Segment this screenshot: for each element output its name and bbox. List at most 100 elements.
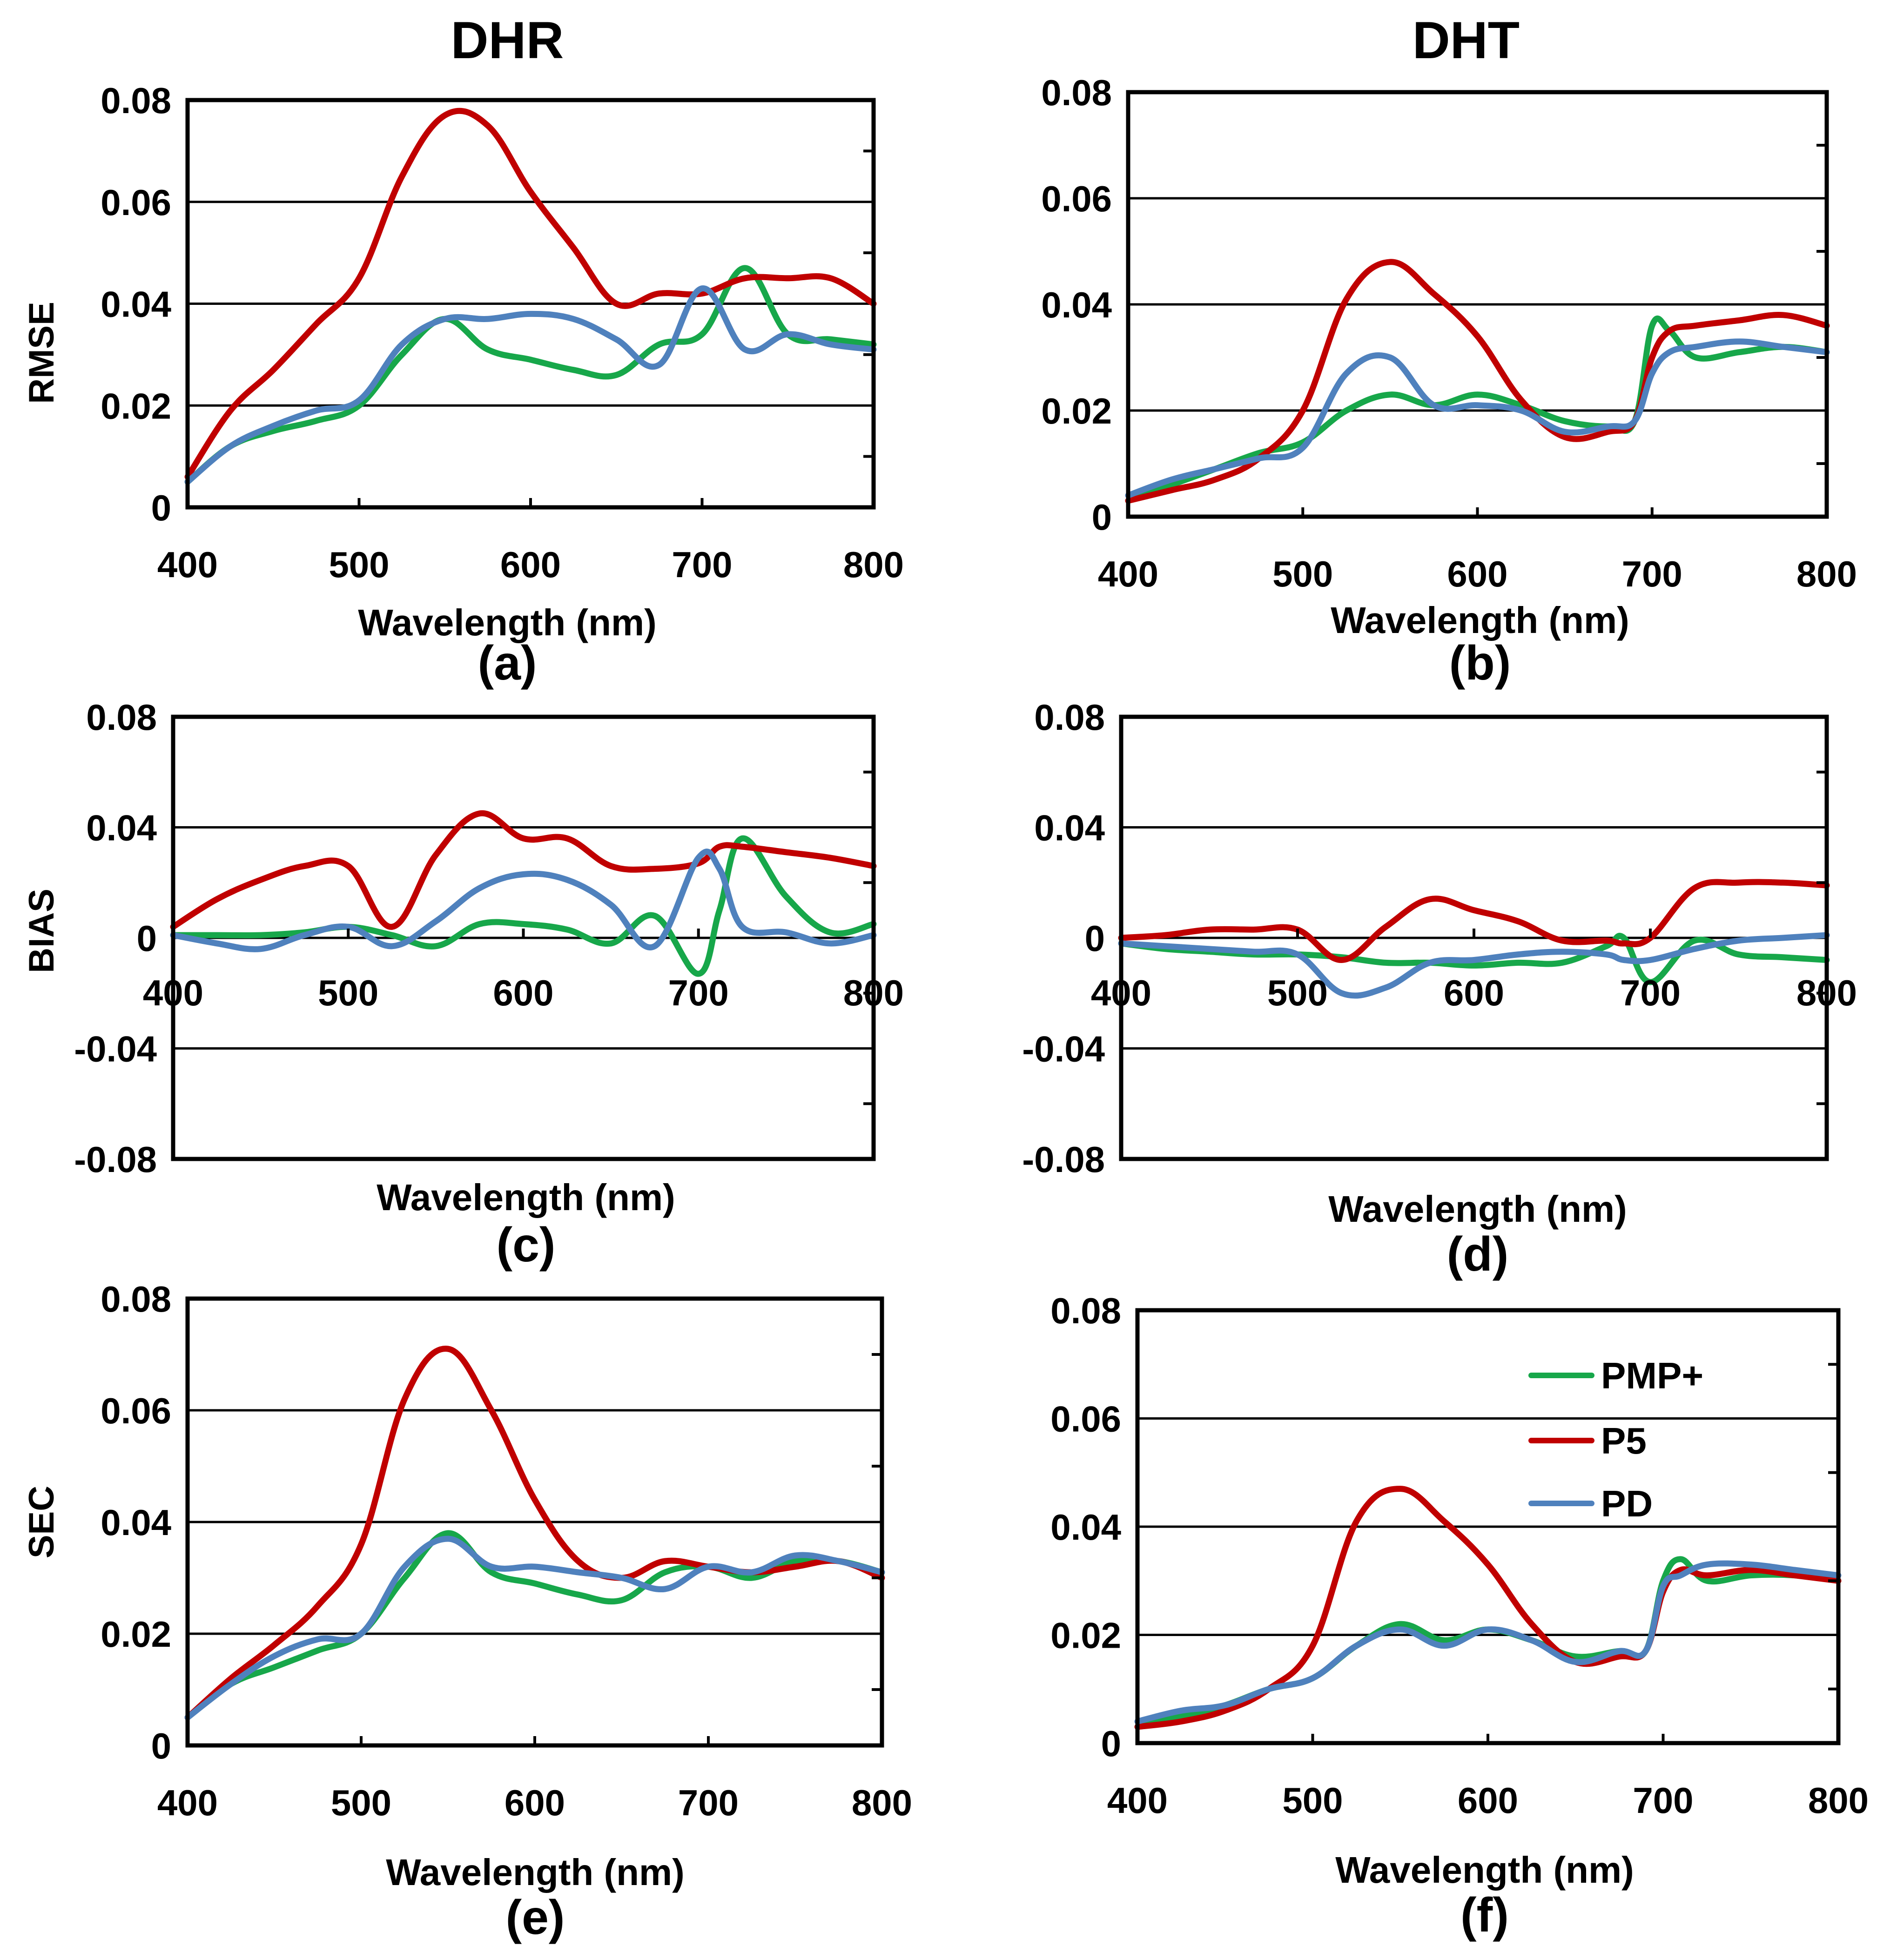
x-axis-label: Wavelength (nm) [1328,1188,1627,1230]
x-tick-label: 400 [157,544,218,585]
x-tick-label: 600 [1444,972,1504,1013]
x-tick-label: 800 [852,1782,912,1823]
series-lines [184,108,877,485]
y-tick-label: 0.08 [101,1279,171,1320]
x-tick-label: 500 [331,1782,391,1823]
y-tick-label: 0.04 [1041,284,1112,325]
y-tick-label: 0 [1101,1723,1121,1764]
chart-panel-b: 0 0.02 0.04 0.06 0.08 400 500 600 700 80… [1041,72,1857,690]
series-lines [1134,1486,1842,1730]
y-tick-label: 0.06 [101,1390,171,1431]
y-tick-label: 0.02 [1041,391,1112,431]
y-axis-label: SEC [22,1486,61,1558]
series-line-pd [1118,932,1830,999]
chart-panel-f: 0 0.02 0.04 0.06 0.08 400 500 600 700 80… [1050,1290,1869,1942]
legend-label-pmp-plus: PMP+ [1601,1355,1703,1396]
tick-marks [1127,144,1828,517]
series-line-pd [170,849,877,952]
x-tick-label: 500 [1272,553,1333,594]
x-tick-label: 700 [1633,1780,1693,1821]
series-line-p5 [184,108,877,480]
x-tick-label: 800 [1808,1780,1869,1821]
x-tick-label: 700 [1622,553,1682,594]
x-tick-label: 400 [1107,1780,1168,1821]
panel-label: (d) [1447,1227,1509,1281]
x-tick-label: 600 [493,972,553,1013]
x-tick-label: 600 [1447,553,1507,594]
y-tick-label: 0 [1092,497,1112,538]
y-tick-label: 0.02 [101,385,171,426]
y-tick-label: -0.04 [1022,1029,1105,1070]
chart-panel-e: 0 0.02 0.04 0.06 0.08 400 500 600 700 80… [22,1279,912,1945]
tick-marks [1136,1363,1840,1743]
y-tick-label: 0.04 [101,1502,171,1543]
x-tick-label: 500 [1267,972,1328,1013]
y-tick-label: 0.08 [101,80,171,121]
column-title-dhr: DHR [451,11,564,69]
series-line-pmp-plus [184,265,877,485]
x-tick-label: 600 [505,1782,565,1823]
series-line-pd [184,285,877,485]
series-lines [170,810,877,977]
series-lines [1118,879,1830,999]
y-tick-label: 0 [151,487,171,528]
y-tick-label: 0.02 [101,1614,171,1655]
x-tick-label: 500 [329,544,389,585]
y-tick-label: 0 [1085,918,1105,959]
y-tick-label: 0.06 [1041,178,1112,219]
x-tick-label: 700 [672,544,732,585]
y-tick-label: 0 [151,1725,171,1766]
x-axis-label: Wavelength (nm) [386,1852,684,1893]
series-lines [1125,259,1830,504]
y-tick-label: 0.08 [86,697,157,738]
chart-panel-a: 0 0.02 0.04 0.06 0.08 400 500 600 700 80… [22,80,904,690]
x-tick-label: 800 [1796,553,1857,594]
legend-label-pd: PD [1601,1483,1653,1524]
panel-label: (e) [505,1891,565,1945]
y-tick-label: -0.08 [1022,1139,1105,1180]
y-tick-label: 0.04 [86,808,157,849]
x-tick-label: 800 [1796,972,1857,1013]
tick-marks [172,770,875,1105]
x-tick-label: 500 [1282,1780,1343,1821]
y-tick-label: 0.04 [1034,808,1105,849]
chart-panel-c: -0.08 -0.04 0 0.04 0.08 400 500 600 700 … [22,697,904,1272]
x-axis-label: Wavelength (nm) [358,602,656,643]
x-tick-label: 600 [500,544,561,585]
x-tick-label: 400 [1091,972,1151,1013]
legend: PMP+ P5 PD [1528,1355,1703,1524]
series-line-pd [184,1536,885,1721]
series-line-p5 [170,810,877,930]
y-tick-label: 0 [137,918,157,959]
y-tick-label: 0.08 [1050,1290,1121,1331]
series-lines [184,1346,885,1721]
x-tick-label: 400 [1098,553,1158,594]
series-line-pd [1134,1560,1842,1724]
series-line-pmp-plus [184,1530,885,1721]
tick-marks [186,149,875,507]
x-axis-label: Wavelength (nm) [1331,599,1629,641]
tick-marks [186,1353,883,1745]
x-tick-label: 400 [143,972,203,1013]
legend-label-p5: P5 [1601,1420,1647,1462]
y-tick-label: 0.08 [1041,72,1112,113]
panel-label: (f) [1460,1888,1509,1942]
x-tick-label: 700 [678,1782,739,1823]
x-axis-label: Wavelength (nm) [377,1177,675,1218]
y-tick-label: 0.06 [101,182,171,223]
x-axis-label: Wavelength (nm) [1335,1849,1634,1891]
y-axis-label: RMSE [22,302,61,404]
chart-panel-d: -0.08 -0.04 0 0.04 0.08 400 500 600 700 … [1022,697,1857,1281]
y-tick-label: 0.04 [1050,1507,1121,1548]
y-tick-label: -0.04 [74,1029,157,1070]
panel-label: (b) [1449,636,1511,690]
x-tick-label: 800 [843,544,904,585]
x-tick-label: 800 [843,972,904,1013]
series-line-p5 [1125,259,1830,504]
series-line-p5 [1118,879,1830,963]
x-tick-label: 700 [1620,972,1681,1013]
column-title-dht: DHT [1413,11,1520,69]
panel-label: (a) [478,636,537,690]
tick-marks [1120,770,1828,1105]
